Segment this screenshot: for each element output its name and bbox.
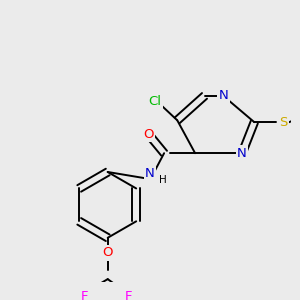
Text: N: N: [145, 167, 155, 180]
Text: O: O: [103, 246, 113, 259]
Text: Cl: Cl: [148, 95, 161, 108]
Text: F: F: [80, 290, 88, 300]
Text: F: F: [124, 290, 132, 300]
Text: S: S: [279, 116, 288, 129]
Text: N: N: [237, 147, 247, 160]
Text: O: O: [143, 128, 153, 141]
Text: N: N: [218, 89, 228, 102]
Text: H: H: [159, 176, 167, 185]
